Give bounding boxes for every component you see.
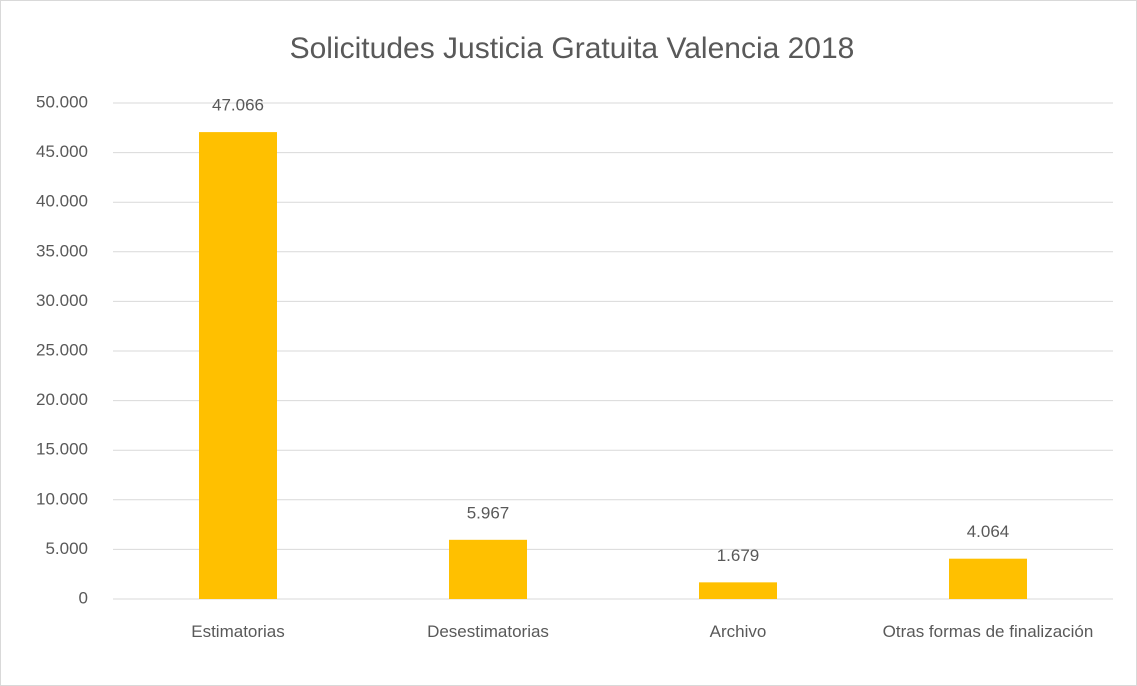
x-tick-label: Estimatorias xyxy=(191,622,285,641)
bar xyxy=(949,558,1027,599)
x-tick-label: Archivo xyxy=(709,622,767,641)
y-tick-label: 45.000 xyxy=(36,142,88,161)
bar xyxy=(699,582,777,599)
y-tick-label: 20.000 xyxy=(36,390,88,409)
y-tick-label: 10.000 xyxy=(36,489,88,508)
y-tick-label: 30.000 xyxy=(36,291,88,310)
y-tick-label: 0 xyxy=(79,588,88,607)
y-tick-label: 35.000 xyxy=(36,241,88,260)
x-tick-label: Otras formas de finalización xyxy=(882,622,1094,641)
y-tick-label: 40.000 xyxy=(36,192,88,211)
chart-title: Solicitudes Justicia Gratuita Valencia 2… xyxy=(290,32,855,65)
bar xyxy=(449,539,527,599)
data-label: 1.679 xyxy=(717,546,760,565)
data-label: 5.967 xyxy=(467,503,510,522)
data-label: 4.064 xyxy=(967,522,1010,541)
bar xyxy=(199,132,277,599)
y-tick-label: 50.000 xyxy=(36,92,88,111)
data-label: 47.066 xyxy=(212,96,264,115)
y-tick-label: 5.000 xyxy=(45,539,88,558)
x-tick-label: Desestimatorias xyxy=(427,622,549,641)
y-tick-label: 15.000 xyxy=(36,440,88,459)
y-tick-label: 25.000 xyxy=(36,340,88,359)
